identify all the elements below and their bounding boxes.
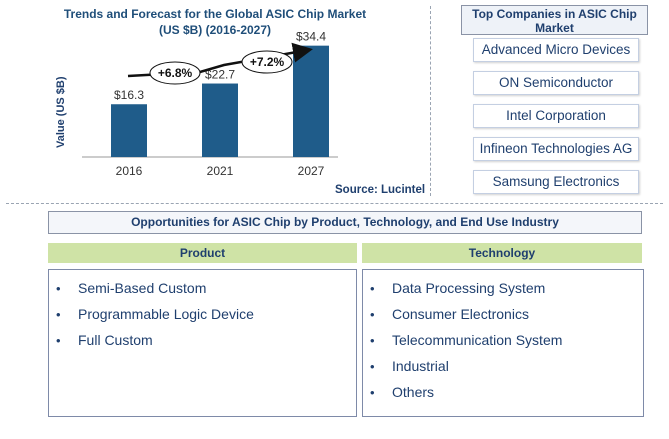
data-label-2021: $22.7 [205,68,235,82]
list-item: • Others [370,384,434,400]
list-item-label: Industrial [392,358,449,374]
bullet-icon: • [370,333,375,348]
product-box: • Semi-Based Custom • Programmable Logic De… [48,269,357,417]
list-item: • Full Custom [56,332,153,348]
growth-annotation-1: +6.8% [149,61,201,85]
chart-title: Trends and Forecast for the Global ASIC … [60,6,370,38]
source-note: Source: Lucintel [335,184,426,196]
data-label-2016: $16.3 [114,88,144,102]
list-item-label: Consumer Electronics [392,306,529,322]
list-item-label: Data Processing System [392,280,546,296]
product-header: Product [48,243,357,263]
bullet-icon: • [56,307,61,322]
x-tick-2016: 2016 [116,164,143,178]
data-label-2027: $34.4 [296,30,326,44]
x-tick-2027: 2027 [298,164,325,178]
chart-title-main: Trends and Forecast for the Global ASIC … [63,7,367,21]
list-item-label: Full Custom [78,332,153,348]
list-item-label: Telecommunication System [392,332,563,348]
company-item: Samsung Electronics [473,170,639,194]
vertical-divider [430,6,431,196]
growth-annotation-label: +6.8% [158,66,193,80]
list-item-label: Programmable Logic Device [78,306,254,322]
bullet-icon: • [56,333,61,348]
bar-2016 [111,104,147,157]
company-item: ON Semiconductor [473,71,639,95]
technology-header: Technology [362,243,642,263]
list-item-label: Others [392,384,435,400]
bullet-icon: • [370,385,375,400]
chart-subtitle: (US $B) (2016-2027) [158,23,272,37]
bullet-icon: • [370,281,375,296]
list-item: • Semi-Based Custom [56,280,206,296]
y-axis-label: Value (US $B) [55,76,67,148]
growth-annotation-2: +7.2% [241,50,293,74]
company-item: Intel Corporation [473,104,639,128]
bullet-icon: • [370,307,375,322]
opportunities-title: Opportunities for ASIC Chip by Product, … [48,211,642,234]
list-item: • Consumer Electronics [370,306,529,322]
list-item-label: Semi-Based Custom [78,280,207,296]
bar-2021 [202,83,238,157]
horizontal-divider [6,203,663,204]
bar-chart: Value (US $B) $16.3 2016 $22.7 2021 $34.4 202… [55,30,338,178]
list-item: • Telecommunication System [370,332,562,348]
company-item: Advanced Micro Devices [473,38,639,62]
list-item: • Data Processing System [370,280,545,296]
technology-box: • Data Processing System • Consumer Electro… [362,269,644,417]
list-item: • Industrial [370,358,449,374]
company-item: Infineon Technologies AG [473,137,639,161]
bar-2027 [293,45,329,157]
growth-annotation-label: +7.2% [250,55,285,69]
list-item: • Programmable Logic Device [56,306,254,322]
bullet-icon: • [370,359,375,374]
bullet-icon: • [56,281,61,296]
x-tick-2021: 2021 [207,164,234,178]
top-companies-title: Top Companies in ASIC Chip Market [461,5,648,35]
